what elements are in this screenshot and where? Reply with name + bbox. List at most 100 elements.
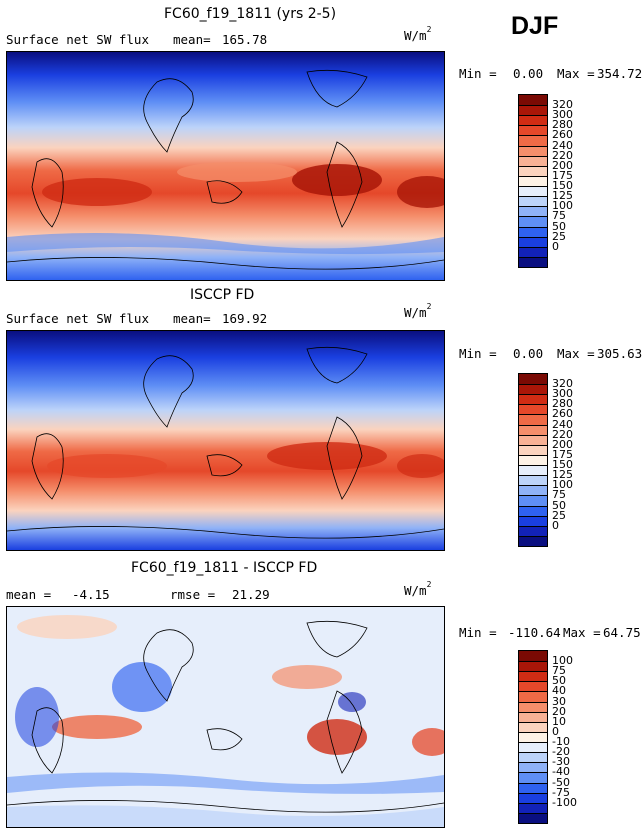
colorbar-tick-label: 100 bbox=[552, 478, 573, 492]
colorbar-tick-label: 30 bbox=[552, 694, 566, 708]
colorbar-tick-label: -50 bbox=[552, 775, 570, 789]
panel3-max-value: 64.75 bbox=[603, 625, 641, 640]
colorbar-band bbox=[519, 681, 547, 692]
panel2-mean-label: mean= bbox=[173, 311, 211, 326]
colorbar-band bbox=[519, 246, 547, 257]
colorbar-tick-label: 50 bbox=[552, 498, 566, 512]
panel1-max-label: Max = bbox=[557, 66, 595, 81]
colorbar-tick-label: 175 bbox=[552, 168, 573, 182]
colorbar-tick-label: 200 bbox=[552, 437, 573, 451]
panel3-rmse-value: 21.29 bbox=[232, 587, 270, 602]
colorbar-tick-label: 25 bbox=[552, 508, 566, 522]
colorbar-band bbox=[519, 216, 547, 227]
colorbar-tick-label: 100 bbox=[552, 654, 573, 668]
colorbar-band bbox=[519, 812, 547, 823]
panel1-mean-value: 165.78 bbox=[222, 32, 268, 47]
colorbar-tick-label: 280 bbox=[552, 397, 573, 411]
colorbar-tick-label: 0 bbox=[552, 239, 559, 253]
colorbar-band bbox=[519, 802, 547, 813]
colorbar-tick-label: 40 bbox=[552, 684, 566, 698]
colorbar-band bbox=[519, 434, 547, 445]
colorbar-band bbox=[519, 394, 547, 405]
colorbar-tick-label: -100 bbox=[552, 795, 577, 809]
colorbar-tick-label: 220 bbox=[552, 427, 573, 441]
colorbar-band bbox=[519, 186, 547, 197]
colorbar-tick-label: 20 bbox=[552, 704, 566, 718]
colorbar-tick-label: 75 bbox=[552, 488, 566, 502]
season-label: DJF bbox=[511, 12, 559, 40]
colorbar-tick-label: 10 bbox=[552, 714, 566, 728]
colorbar-tick-label: 100 bbox=[552, 199, 573, 213]
panel1-mean-label: mean= bbox=[173, 32, 211, 47]
colorbar-band bbox=[519, 145, 547, 156]
colorbar-tick-label: 300 bbox=[552, 108, 573, 122]
colorbar-band bbox=[519, 256, 547, 267]
colorbar-tick-label: 0 bbox=[552, 518, 559, 532]
colorbar-band bbox=[519, 374, 547, 385]
colorbar-tick-label: 50 bbox=[552, 219, 566, 233]
colorbar-band bbox=[519, 535, 547, 546]
colorbar-band bbox=[519, 384, 547, 395]
colorbar-band bbox=[519, 671, 547, 682]
panel3-mean-label: mean = bbox=[6, 587, 52, 602]
colorbar-tick-label: 240 bbox=[552, 417, 573, 431]
colorbar-band bbox=[519, 525, 547, 536]
colorbar-tick-label: 75 bbox=[552, 209, 566, 223]
panel3-min-value: -110.64 bbox=[508, 625, 561, 640]
panel2-colorbar bbox=[518, 373, 548, 547]
colorbar-tick-label: 320 bbox=[552, 377, 573, 391]
colorbar-band bbox=[519, 135, 547, 146]
colorbar-band bbox=[519, 414, 547, 425]
colorbar-band bbox=[519, 95, 547, 106]
colorbar-band bbox=[519, 485, 547, 496]
colorbar-band bbox=[519, 404, 547, 415]
colorbar-band bbox=[519, 155, 547, 166]
colorbar-band bbox=[519, 752, 547, 763]
panel2-map bbox=[6, 330, 445, 551]
panel3-colorbar bbox=[518, 650, 548, 824]
colorbar-tick-label: 240 bbox=[552, 138, 573, 152]
colorbar-band bbox=[519, 782, 547, 793]
panel2-min-value: 0.00 bbox=[513, 346, 544, 361]
colorbar-tick-label: 150 bbox=[552, 458, 573, 472]
panel2-title: ISCCP FD bbox=[190, 287, 255, 303]
panel3-map-field bbox=[7, 607, 444, 827]
panel3-mean-value: -4.15 bbox=[72, 587, 110, 602]
panel3-max-label: Max = bbox=[563, 625, 601, 640]
colorbar-band bbox=[519, 505, 547, 516]
colorbar-band bbox=[519, 721, 547, 732]
colorbar-tick-label: 75 bbox=[552, 664, 566, 678]
panel3-rmse-label: rmse = bbox=[170, 587, 216, 602]
colorbar-band bbox=[519, 196, 547, 207]
panel3-units: W/m2 bbox=[404, 580, 432, 598]
colorbar-tick-label: 50 bbox=[552, 674, 566, 688]
panel3-title: FC60_f19_1811 - ISCCP FD bbox=[131, 560, 318, 576]
colorbar-band bbox=[519, 701, 547, 712]
colorbar-tick-label: 320 bbox=[552, 98, 573, 112]
panel2-units: W/m2 bbox=[404, 302, 432, 320]
colorbar-band bbox=[519, 465, 547, 476]
colorbar-tick-label: 25 bbox=[552, 229, 566, 243]
colorbar-band bbox=[519, 691, 547, 702]
panel2-max-value: 305.63 bbox=[597, 346, 643, 361]
colorbar-tick-label: 220 bbox=[552, 148, 573, 162]
colorbar-band bbox=[519, 236, 547, 247]
colorbar-tick-label: -10 bbox=[552, 735, 570, 749]
colorbar-band bbox=[519, 711, 547, 722]
panel1-map bbox=[6, 51, 445, 281]
colorbar-tick-label: 200 bbox=[552, 158, 573, 172]
colorbar-band bbox=[519, 792, 547, 803]
colorbar-band bbox=[519, 495, 547, 506]
panel1-min-label: Min = bbox=[459, 66, 497, 81]
panel1-colorbar bbox=[518, 94, 548, 268]
colorbar-band bbox=[519, 651, 547, 662]
panel2-variable: Surface net SW flux bbox=[6, 311, 149, 326]
colorbar-tick-label: 260 bbox=[552, 128, 573, 142]
panel2-mean-value: 169.92 bbox=[222, 311, 268, 326]
colorbar-band bbox=[519, 226, 547, 237]
panel2-max-label: Max = bbox=[557, 346, 595, 361]
colorbar-tick-label: 175 bbox=[552, 447, 573, 461]
panel2-min-label: Min = bbox=[459, 346, 497, 361]
colorbar-tick-label: 125 bbox=[552, 189, 573, 203]
panel3-map bbox=[6, 606, 445, 828]
